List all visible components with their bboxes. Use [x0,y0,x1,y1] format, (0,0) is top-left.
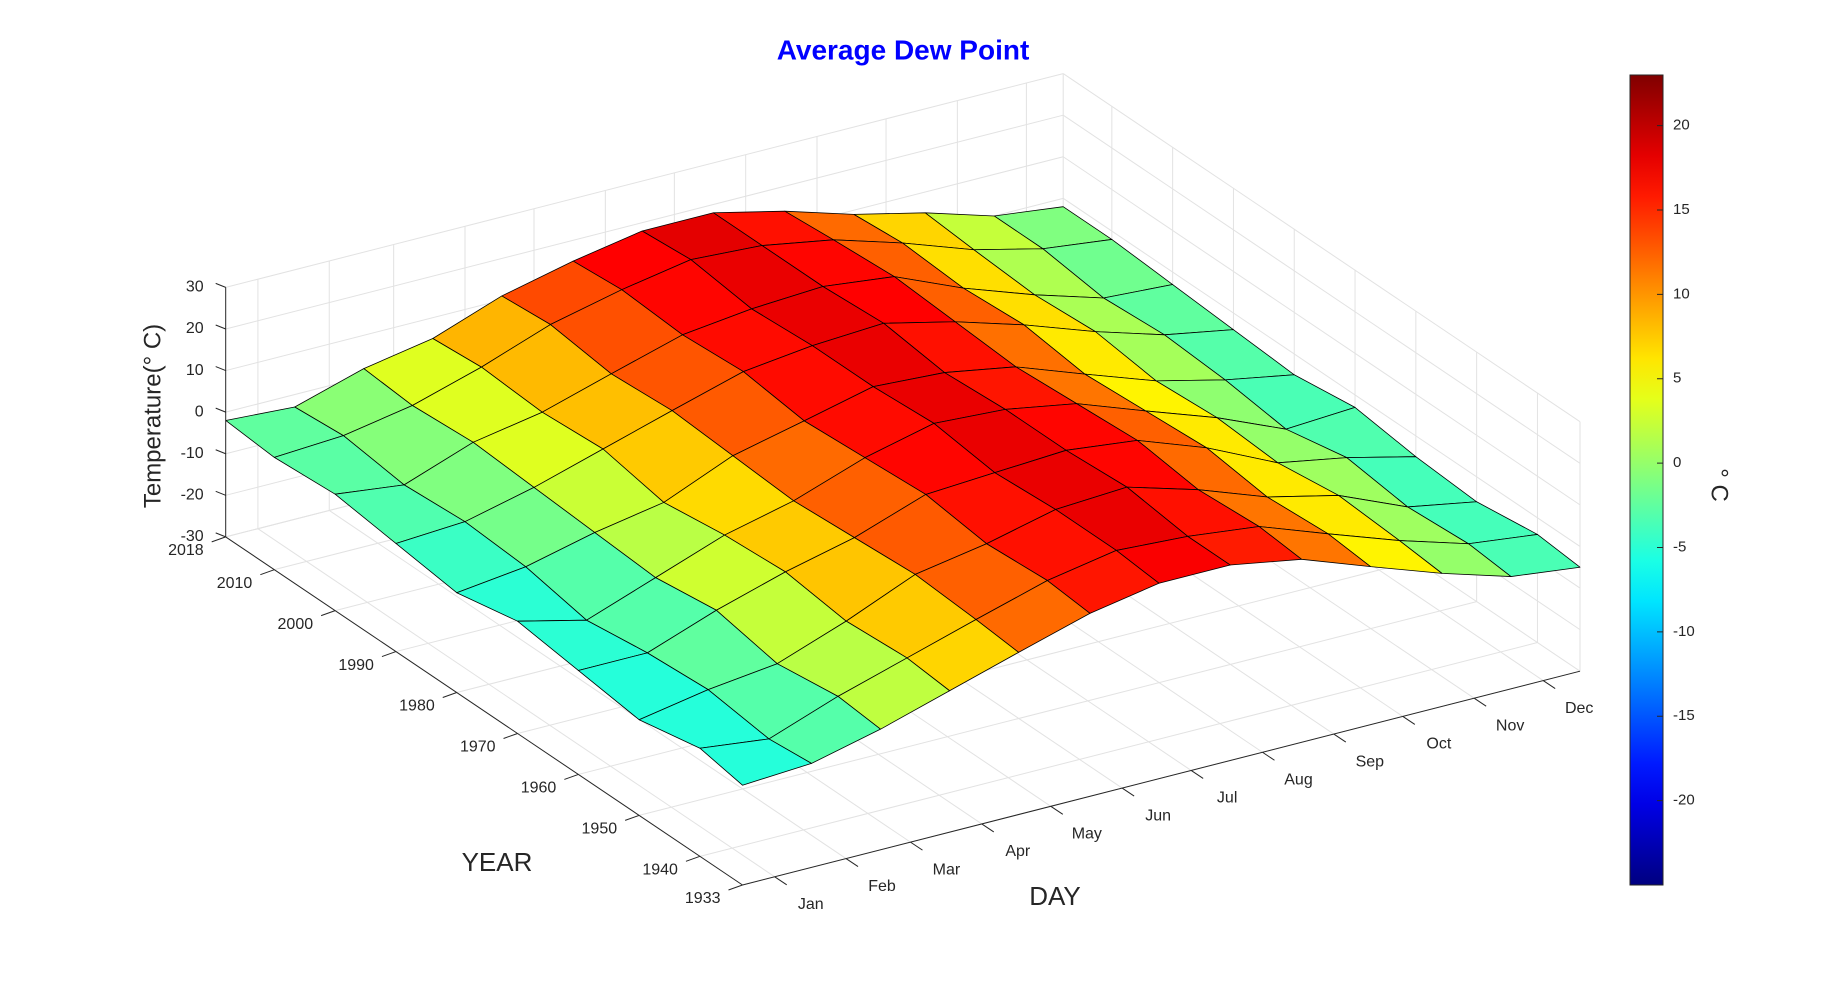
z-tick [215,532,226,538]
y-tick-label: 2010 [217,575,253,592]
grid-line [225,73,1064,288]
y-tick-label: 1980 [399,698,435,715]
grid-line [699,642,1538,857]
z-tick-label: 10 [186,362,204,379]
z-tick [215,324,226,330]
z-tick-label: -30 [181,528,204,545]
grid-line [257,528,775,878]
y-tick-label: 1990 [338,657,374,674]
x-tick-label: Jul [1217,790,1237,807]
y-tick [503,733,518,739]
z-tick [215,366,226,372]
x-tick-label: Nov [1496,717,1524,734]
y-tick-label: 1950 [582,821,618,838]
colorbar-tick-label: -15 [1673,707,1695,724]
z-tick [215,490,226,496]
chart-title: Average Dew Point [777,34,1030,65]
y-tick-label: 2018 [168,542,204,559]
y-tick-label: 2000 [278,616,314,633]
x-tick [1190,770,1204,779]
x-tick [1050,805,1064,815]
colorbar-tick-label: -20 [1673,792,1695,809]
colorbar-tick-label: 5 [1673,370,1681,387]
x-tick [981,823,995,833]
axis-line [742,670,1581,886]
x-tick-label: Jun [1145,807,1171,824]
x-tick-label: Dec [1565,700,1593,717]
y-tick [211,536,226,543]
z-tick-label: -20 [181,487,204,504]
z-tick-label: -10 [181,445,204,462]
colorbar-label: ° C [1706,468,1733,502]
x-tick [1402,716,1416,725]
y-tick-label: 1933 [685,890,721,907]
x-tick-label: Apr [1005,843,1031,860]
z-tick [215,449,226,455]
x-tick [1262,751,1275,761]
grid-line [1062,114,1581,464]
y-tick [320,610,336,617]
z-tick-label: 0 [195,403,204,420]
y-tick [260,569,275,576]
y-tick [442,692,457,698]
x-tick [774,876,787,886]
y-tick-label: 1940 [642,862,678,879]
colorbar-tick-label: -5 [1673,538,1686,555]
colorbar-tick-label: 20 [1673,117,1690,134]
y-tick [564,773,579,780]
grid-line [225,114,1064,330]
x-tick [845,858,859,867]
grid-line [1062,73,1581,423]
z-axis-label: Temperature(° C) [139,324,166,508]
grid-line [1062,156,1581,506]
axis-line [225,536,743,886]
colorbar [1629,74,1664,886]
z-tick [215,407,226,413]
y-tick-label: 1970 [460,739,496,756]
y-tick [685,855,701,862]
x-tick [1121,787,1135,797]
x-tick-label: Feb [868,878,896,895]
colorbar-tick-label: 0 [1673,454,1681,471]
grid-line [639,601,1477,816]
colorbar-tick-label: 10 [1673,285,1690,302]
grid-line [328,510,847,859]
z-tick-label: 20 [186,320,204,337]
x-tick-label: Aug [1284,771,1312,788]
x-tick-label: Oct [1426,736,1451,753]
x-tick-label: Jan [798,896,824,913]
x-axis-label: DAY [1029,881,1081,911]
y-tick-label: 1960 [521,780,557,797]
surface-patch [699,738,812,786]
x-tick [1333,733,1347,743]
y-axis-label: YEAR [462,847,533,877]
y-tick [381,651,397,658]
colorbar-tick-label: 15 [1673,201,1690,218]
x-tick-label: Sep [1356,753,1385,770]
x-tick [1542,680,1556,690]
x-tick-label: Mar [933,861,961,878]
z-tick [215,282,226,288]
z-tick-label: 30 [186,279,204,296]
y-tick [728,884,743,891]
colorbar-tick-label: -10 [1673,623,1695,640]
x-tick [1473,697,1487,707]
x-tick [910,841,923,851]
grid-line [1062,197,1581,547]
x-tick-label: May [1072,826,1102,843]
y-tick [624,814,640,821]
